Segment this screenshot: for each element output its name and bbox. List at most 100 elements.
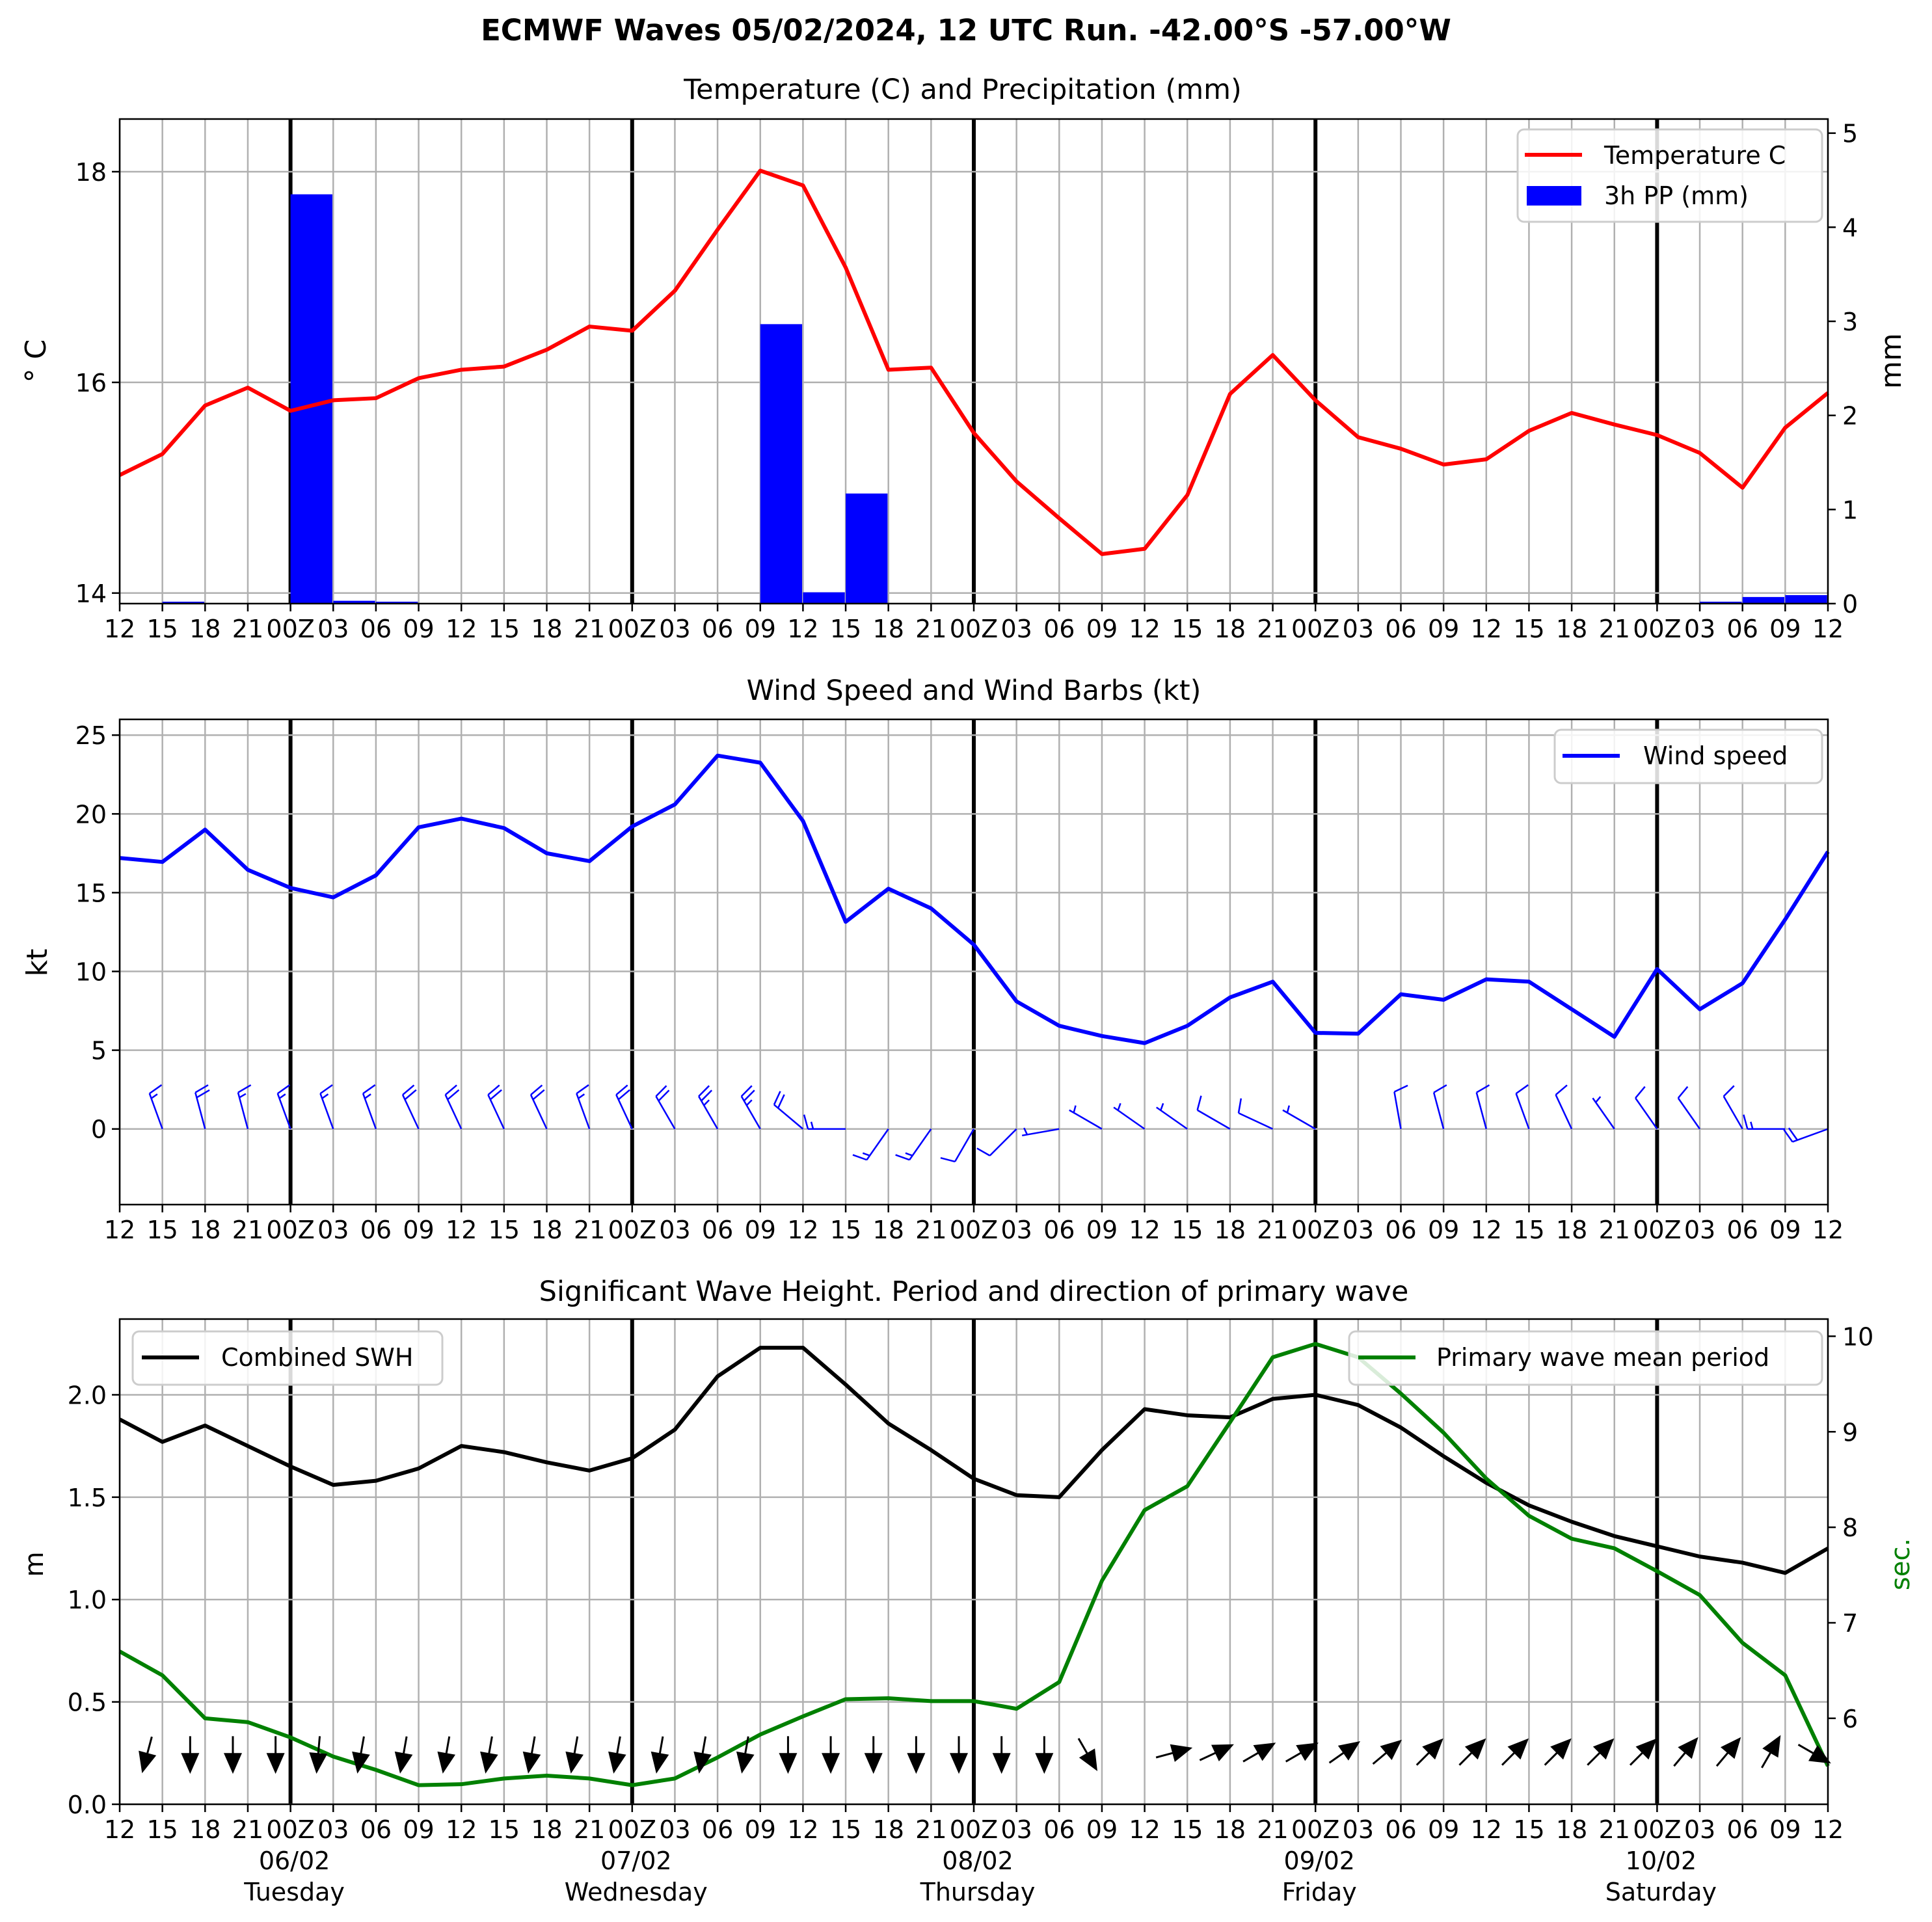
x-tick-label: 21: [232, 1216, 263, 1244]
date-label: 06/02: [259, 1847, 330, 1875]
wave-arrow-head: [1550, 1738, 1572, 1760]
precip-legend-swatch: [1527, 186, 1581, 206]
temperature-legend-label: Temperature C: [1603, 141, 1786, 170]
temperature-precip-title: Temperature (C) and Precipitation (mm): [683, 73, 1242, 106]
x-tick-label: 15: [146, 1815, 178, 1844]
x-tick-label: 00Z: [1291, 615, 1339, 643]
wind-barb-staff: [989, 1128, 1017, 1156]
y2-tick-label: 9: [1842, 1418, 1858, 1447]
wind-barb-staff: [1393, 1091, 1402, 1129]
x-tick-label: 06: [702, 615, 733, 643]
wind-barb: [803, 1114, 846, 1130]
wind-barb-staff: [1282, 1109, 1316, 1130]
wind-barb-feather: [1635, 1086, 1646, 1099]
y-tick-label: 5: [91, 1037, 107, 1065]
wind-barb-feather: [655, 1085, 667, 1097]
temperature-precip-grid: [118, 119, 1829, 604]
wind-barb: [148, 1084, 163, 1130]
wind-barb-half-feather: [578, 1093, 585, 1099]
wind-barbs: [148, 1084, 1829, 1163]
x-tick-label: 00Z: [1633, 1216, 1681, 1244]
x-tick-label: 00Z: [1291, 1815, 1339, 1844]
wind-barb-staff: [1677, 1097, 1701, 1130]
wave-direction-arrow: [1242, 1742, 1276, 1763]
period-line: [118, 1342, 1830, 1787]
x-tick-label: 03: [1684, 1216, 1715, 1244]
wind-barb-staff: [237, 1092, 249, 1130]
x-tick-label: 18: [1214, 615, 1246, 643]
wind-barb: [1432, 1084, 1447, 1130]
wind-barb-feather: [1393, 1084, 1408, 1093]
x-tick-label: 09: [403, 615, 434, 643]
wave-panel: Significant Wave Height. Period and dire…: [20, 1275, 1916, 1906]
wind-y-label: kt: [21, 949, 54, 977]
x-tick-label: 18: [1556, 1216, 1587, 1244]
wind-barb: [1156, 1102, 1188, 1130]
wave-arrow-head: [1762, 1735, 1781, 1758]
x-tick-label: 15: [830, 1815, 861, 1844]
x-tick-label: 03: [1684, 1815, 1715, 1844]
x-tick-label: 12: [787, 1216, 818, 1244]
y-tick-label: 2.0: [68, 1381, 107, 1409]
x-tick-label: 12: [1812, 1216, 1844, 1244]
wave-grid: [118, 1319, 1829, 1806]
wave-direction-arrow: [1715, 1737, 1741, 1767]
wind-barb: [655, 1085, 676, 1130]
wave-direction-arrow: [266, 1736, 285, 1774]
wave-arrow-head: [522, 1751, 541, 1774]
y-tick-label: 25: [75, 721, 107, 750]
x-tick-label: 12: [1471, 615, 1502, 643]
x-tick-label: 09: [745, 1815, 776, 1844]
wind-line-group: [119, 753, 1830, 1045]
wave-arrow-head: [1720, 1737, 1741, 1759]
precip-y-label: mm: [1875, 333, 1908, 389]
wave-direction-arrow: [1035, 1736, 1054, 1774]
wind-barb-staff: [1238, 1112, 1274, 1130]
x-tick-label: 12: [787, 1815, 818, 1844]
x-tick-label: 15: [830, 1216, 861, 1244]
wind-barb-feather: [1677, 1086, 1689, 1099]
wind-barb: [1393, 1084, 1408, 1129]
wind-barb-feather: [895, 1154, 910, 1161]
wave-direction-arrow: [608, 1736, 626, 1774]
x-tick-label: 21: [1257, 1216, 1288, 1244]
temperature-line-group: [118, 168, 1829, 556]
wave-arrow-head: [1079, 1748, 1097, 1772]
wind-barb-staff: [909, 1128, 932, 1160]
y2-tick-label: 1: [1842, 496, 1858, 524]
wind-barb-half-feather: [1595, 1096, 1602, 1103]
x-tick-label: 06: [1385, 1216, 1416, 1244]
wind-barb: [852, 1128, 889, 1161]
wave-arrow-head: [309, 1752, 328, 1774]
wind-barb-feather: [658, 1089, 670, 1102]
wave-arrow-head: [1170, 1744, 1193, 1762]
x-tick-label: 09: [1769, 615, 1801, 643]
x-tick-label: 06: [1385, 1815, 1416, 1844]
wind-barb: [773, 1091, 804, 1130]
wave-arrow-head: [822, 1753, 840, 1774]
wave-direction-arrow: [565, 1736, 584, 1774]
wind-barb-staff: [655, 1095, 676, 1130]
y2-tick-label: 10: [1842, 1322, 1873, 1351]
wind-barb: [740, 1085, 761, 1130]
wind-barb-staff: [1432, 1092, 1445, 1130]
wind-barb-feather: [1515, 1084, 1529, 1095]
x-tick-label: 12: [104, 1815, 135, 1844]
wind-barb: [1515, 1084, 1530, 1130]
y2-tick-label: 4: [1842, 213, 1858, 242]
wave-arrow-head: [779, 1753, 798, 1774]
wind-barb-half-feather: [905, 1152, 913, 1156]
wave-arrow-head: [992, 1753, 1011, 1774]
wind-barb-feather: [277, 1084, 291, 1095]
x-tick-label: 21: [1599, 1216, 1630, 1244]
wind-barb-staff: [444, 1094, 463, 1130]
wind-legend: Wind speed: [1553, 728, 1823, 784]
wave-direction-arrow: [394, 1736, 413, 1774]
x-tick-label: 00Z: [608, 615, 656, 643]
wind-barb-feather: [773, 1091, 781, 1105]
wind-barb: [444, 1084, 463, 1130]
wave-arrow-head: [1035, 1753, 1054, 1774]
period-legend-label: Primary wave mean period: [1436, 1343, 1769, 1372]
